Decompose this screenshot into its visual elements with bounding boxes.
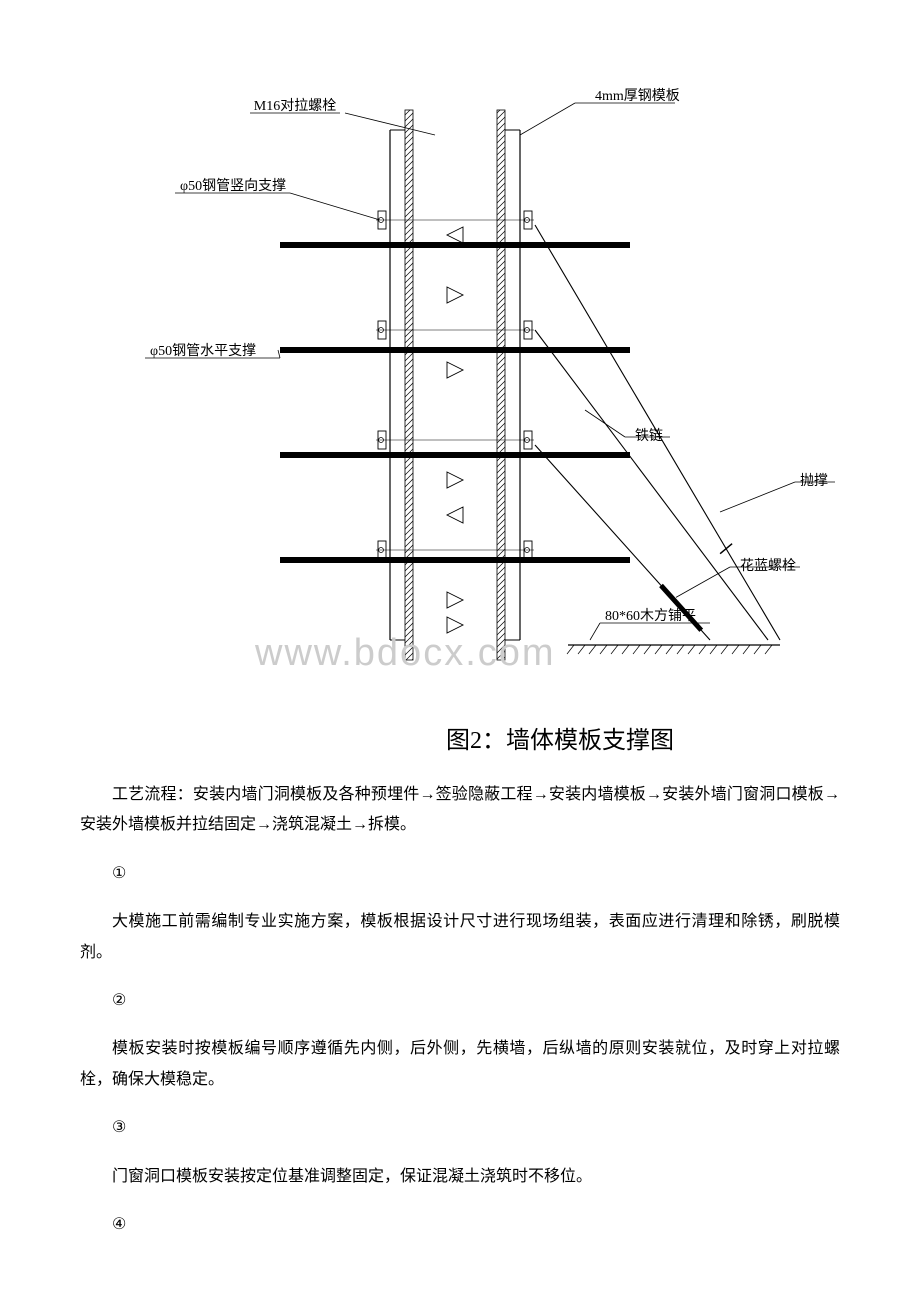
step-1-number: ① <box>80 859 840 889</box>
figure-caption: 图2：墙体模板支撑图 <box>80 720 840 755</box>
svg-text:80*60木方铺平: 80*60木方铺平 <box>605 608 696 624</box>
step-3-text: 门窗洞口模板安装按定位基准调整固定，保证混凝土浇筑时不移位。 <box>80 1162 840 1192</box>
svg-text:M16对拉螺栓: M16对拉螺栓 <box>254 98 336 114</box>
step-3-number: ③ <box>80 1113 840 1143</box>
step-1-text: 大模施工前需编制专业实施方案，模板根据设计尺寸进行现场组装，表面应进行清理和除锈… <box>80 907 840 968</box>
svg-text:花蓝螺栓: 花蓝螺栓 <box>740 558 796 574</box>
svg-text:铁链: 铁链 <box>635 428 663 444</box>
svg-text:φ50钢管水平支撑: φ50钢管水平支撑 <box>150 343 256 359</box>
svg-text:4mm厚钢模板: 4mm厚钢模板 <box>595 88 680 104</box>
step-2-number: ② <box>80 986 840 1016</box>
wall-formwork-diagram: M16对拉螺栓 4mm厚钢模板 φ50钢管竖向支撑 φ50钢管水平支撑铁链抛撑花蓝螺栓… <box>80 80 840 700</box>
step-2-text: 模板安装时按模板编号顺序遵循先内侧，后外侧，先横墙，后纵墙的原则安装就位，及时穿… <box>80 1034 840 1095</box>
step-4-number: ④ <box>80 1210 840 1240</box>
process-flow: 工艺流程：安装内墙门洞模板及各种预埋件→签验隐蔽工程→安装内墙模板→安装外墙门窗… <box>80 780 840 841</box>
svg-text:抛撑: 抛撑 <box>800 473 828 489</box>
svg-text:φ50钢管竖向支撑: φ50钢管竖向支撑 <box>180 178 286 194</box>
body-text: 工艺流程：安装内墙门洞模板及各种预埋件→签验隐蔽工程→安装内墙模板→安装外墙门窗… <box>80 780 840 1240</box>
